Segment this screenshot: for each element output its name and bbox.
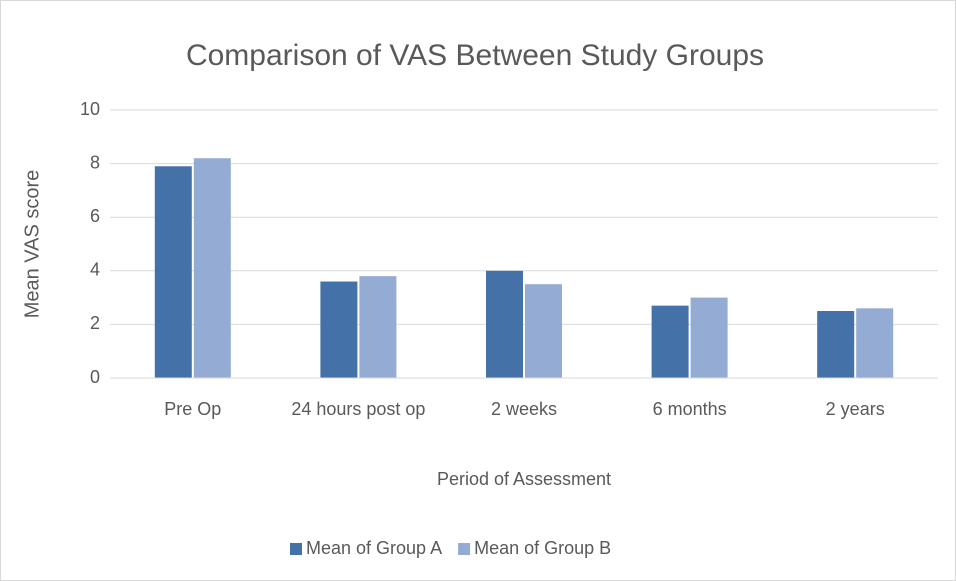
x-tick-label: Pre Op: [164, 399, 221, 419]
bar: [690, 297, 728, 378]
bar: [651, 305, 689, 378]
bar: [525, 284, 562, 378]
x-tick-label: 2 weeks: [491, 399, 557, 419]
bar: [359, 276, 397, 378]
y-tick-label: 8: [90, 152, 100, 172]
legend-swatch: [290, 543, 302, 555]
bar: [486, 270, 523, 378]
x-tick-label: 6 months: [653, 399, 727, 419]
y-tick-label: 6: [90, 206, 100, 226]
legend-label: Mean of Group B: [474, 538, 611, 558]
y-tick-label: 4: [90, 260, 100, 280]
bar: [856, 308, 894, 378]
legend-label: Mean of Group A: [306, 538, 442, 558]
legend-swatch: [458, 543, 471, 555]
x-tick-label: 2 years: [826, 399, 885, 419]
bar: [193, 158, 231, 378]
x-tick-label: 24 hours post op: [291, 399, 425, 419]
y-tick-label: 0: [90, 367, 100, 387]
bar: [817, 311, 855, 378]
x-axis-label: Period of Assessment: [437, 469, 611, 489]
y-tick-label: 2: [90, 313, 100, 333]
bar: [320, 281, 358, 378]
y-tick-label: 10: [80, 99, 100, 119]
y-axis-label: Mean VAS score: [21, 170, 43, 319]
chart-title: Comparison of VAS Between Study Groups: [186, 39, 764, 72]
bar: [154, 166, 192, 378]
